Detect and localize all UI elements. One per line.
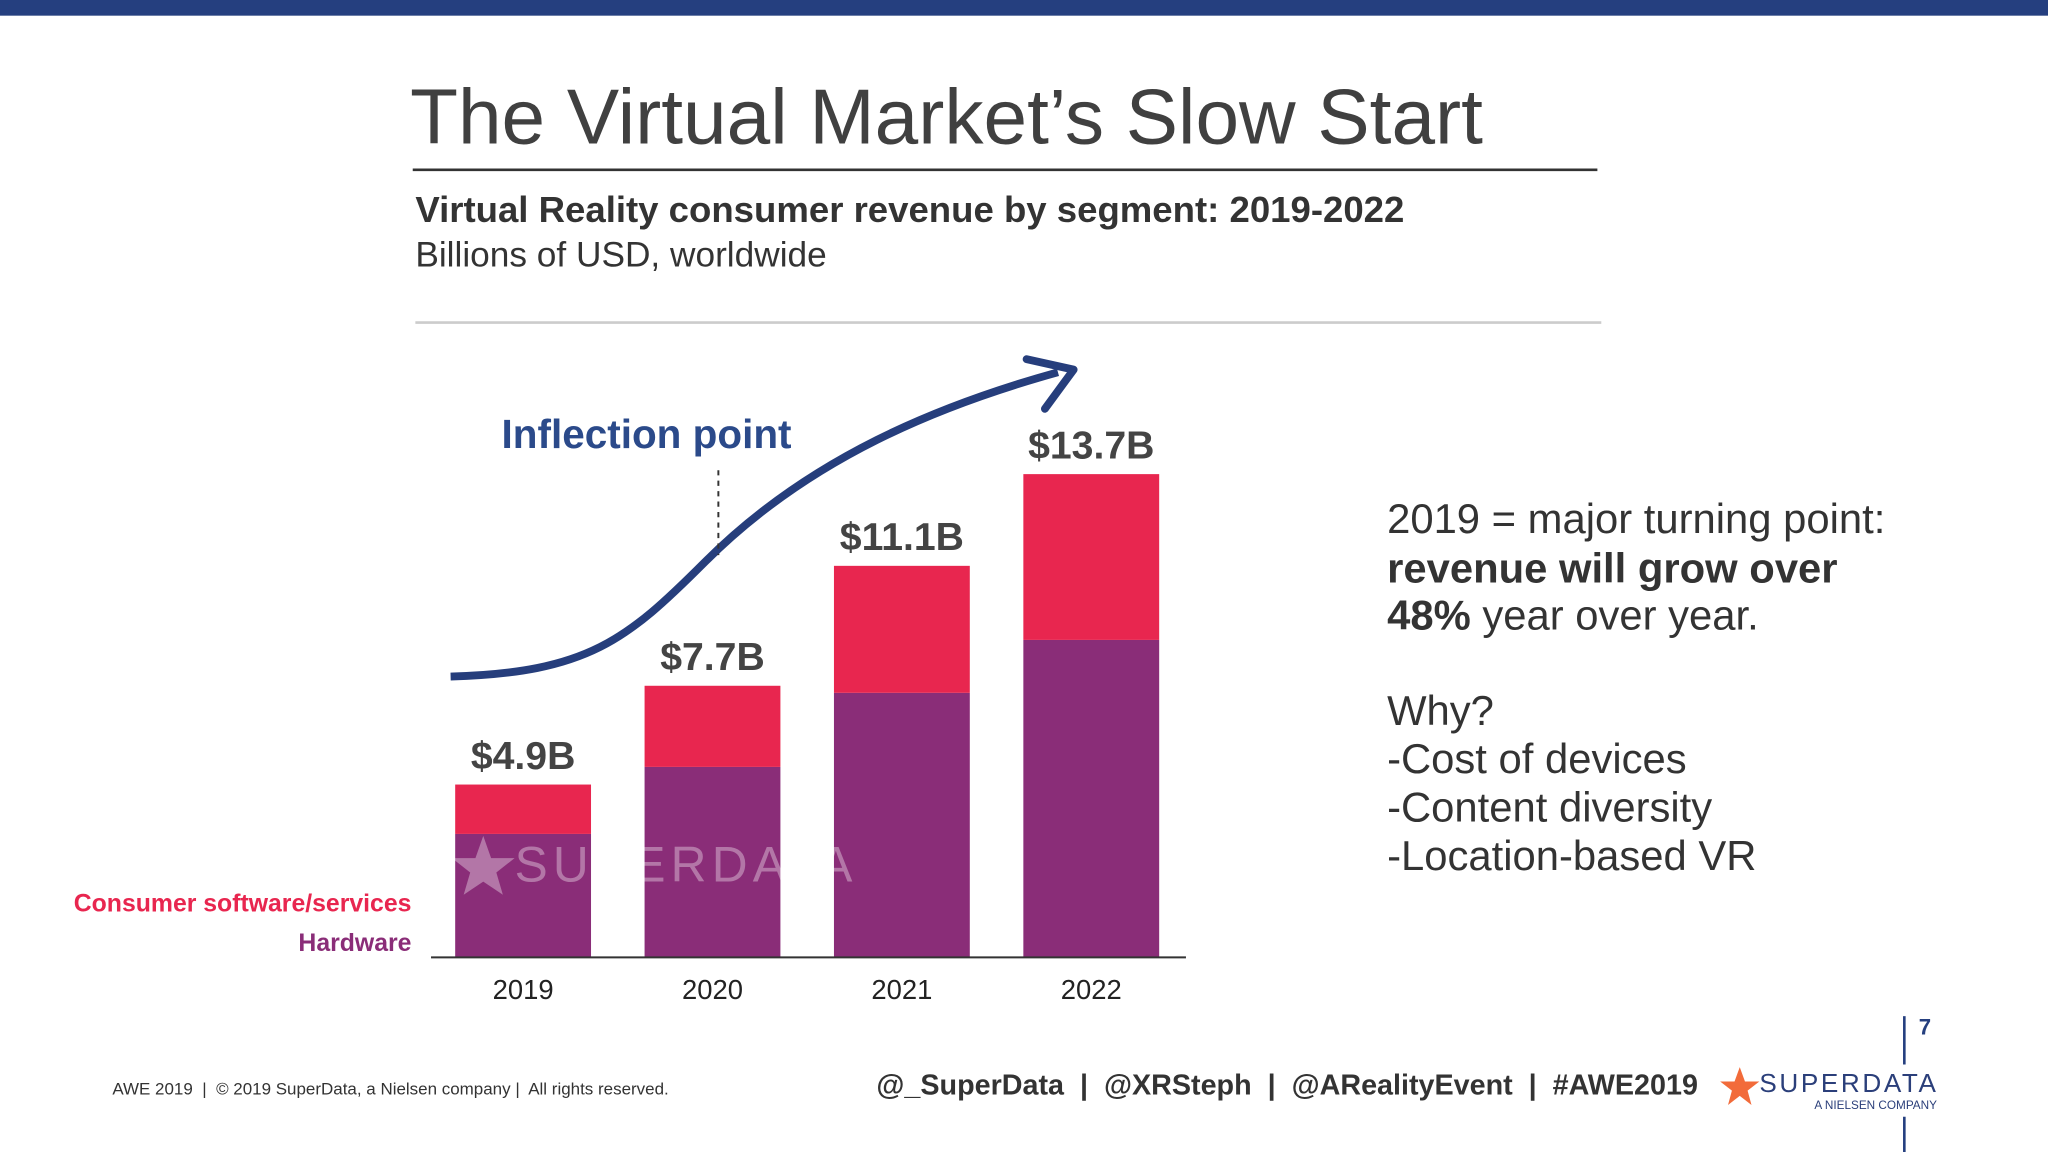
- side-segment: 2019 = major turning point:: [1387, 495, 1885, 542]
- copyright: AWE 2019 | © 2019 SuperData, a Nielsen c…: [112, 1080, 668, 1099]
- side-segment: Why?: [1387, 687, 1494, 734]
- side-line: -Location-based VR: [1387, 832, 1756, 879]
- side-segment: revenue will grow over: [1387, 545, 1837, 592]
- page-number: 7: [1919, 1014, 1931, 1039]
- watermark-text: SUPERDATA: [515, 837, 858, 893]
- x-tick-label: 2020: [682, 974, 743, 1005]
- bar-segment: [644, 766, 781, 958]
- chart-subtitle: Billions of USD, worldwide: [415, 235, 826, 274]
- chart-title: Virtual Reality consumer revenue by segm…: [415, 189, 1404, 230]
- x-tick-label: 2022: [1061, 974, 1122, 1005]
- side-line: revenue will grow over: [1387, 545, 1837, 592]
- arrow-head: [1022, 355, 1078, 413]
- bar-segment: [833, 692, 970, 958]
- side-line: 48% year over year.: [1387, 592, 1759, 639]
- top-band: [0, 0, 2048, 16]
- side-segment: -Location-based VR: [1387, 832, 1756, 879]
- total-label: $13.7B: [1028, 424, 1154, 467]
- x-tick-label: 2021: [871, 974, 932, 1005]
- plot: $4.9B 2019 $7.7B 2020 $11.1B 2021 $13.7B 2022 Ha…: [74, 424, 1160, 1005]
- bar-segment: [1023, 639, 1160, 958]
- side-line: Why?: [1387, 687, 1494, 734]
- logo-star: [1720, 1067, 1760, 1105]
- bar-segment: [455, 784, 592, 834]
- total-label: $11.1B: [840, 516, 964, 559]
- bar-segment: [644, 685, 781, 767]
- side-segment: -Cost of devices: [1387, 735, 1687, 782]
- side-text: 2019 = major turning point:revenue will …: [1387, 495, 1885, 879]
- legend-label: Consumer software/services: [74, 891, 412, 918]
- watermark-star: [451, 835, 515, 895]
- annotation: Inflection point: [502, 411, 792, 457]
- growth-arrow: [450, 368, 1060, 681]
- watermark: SUPERDATA: [451, 835, 858, 895]
- bar-segment: [455, 833, 592, 958]
- total-label: $4.9B: [471, 735, 576, 778]
- slide-title: The Virtual Market’s Slow Start: [410, 73, 1483, 161]
- logo: SUPERDATA: [1759, 1068, 1938, 1098]
- legend-label: Hardware: [298, 930, 411, 957]
- logo-sub: A NIELSEN COMPANY: [1814, 1099, 1937, 1112]
- side-segment: year over year.: [1471, 592, 1759, 639]
- total-label: $7.7B: [660, 636, 765, 679]
- side-segment: -Content diversity: [1387, 784, 1712, 831]
- side-line: -Content diversity: [1387, 784, 1712, 831]
- side-line: 2019 = major turning point:: [1387, 495, 1885, 542]
- bar-segment: [1023, 474, 1160, 640]
- x-tick-label: 2019: [493, 974, 554, 1005]
- handles: @_SuperData | @XRSteph | @ARealityEvent …: [876, 1070, 1698, 1102]
- bar-segment: [833, 565, 970, 693]
- side-segment: 48%: [1387, 592, 1471, 639]
- side-line: -Cost of devices: [1387, 735, 1687, 782]
